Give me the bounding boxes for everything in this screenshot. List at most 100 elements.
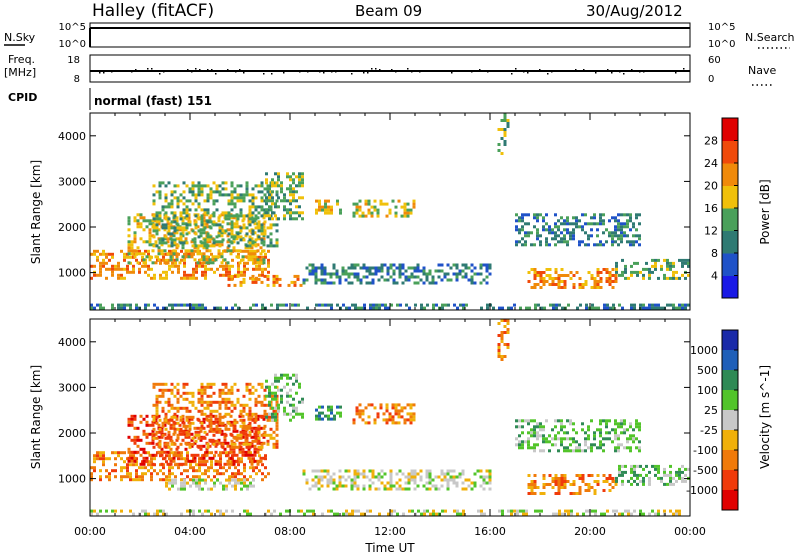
velocity-echo-cell	[323, 475, 327, 479]
velocity-echo-cell	[111, 509, 114, 513]
velocity-echo-cell	[231, 475, 234, 479]
power-echo-cell	[133, 255, 137, 259]
nave-dot	[291, 70, 293, 72]
velocity-echo-cell	[219, 451, 222, 455]
power-echo-cell	[623, 222, 626, 226]
power-echo-cell	[239, 283, 243, 287]
power-echo-cell	[206, 211, 210, 215]
power-echo-cell	[633, 261, 636, 265]
power-echo-cell	[111, 303, 114, 307]
velocity-echo-cell	[364, 421, 368, 425]
power-echo-cell	[139, 216, 143, 220]
x-axis-label: Time UT	[364, 541, 415, 554]
velocity-echo-cell	[274, 397, 277, 401]
power-echo-cell	[224, 211, 228, 215]
velocity-echo-cell	[286, 391, 289, 395]
velocity-echo-cell	[539, 449, 542, 453]
power-echo-cell	[365, 266, 369, 270]
power-echo-cell	[194, 244, 198, 248]
power-echo-cell	[338, 275, 342, 279]
velocity-echo-cell	[530, 489, 534, 492]
velocity-echo-cell	[530, 428, 533, 432]
power-echo-cell	[167, 244, 171, 248]
velocity-echo-cell	[585, 509, 588, 513]
power-echo-cell	[158, 190, 162, 194]
power-echo-cell	[154, 240, 158, 244]
power-echo-cell	[213, 270, 216, 274]
velocity-echo-cell	[327, 509, 330, 513]
velocity-echo-cell	[224, 385, 228, 389]
velocity-echo-cell	[392, 484, 396, 488]
power-echo-cell	[324, 303, 327, 307]
velocity-echo-cell	[247, 450, 251, 454]
velocity-echo-cell	[560, 477, 564, 480]
power-echo-cell	[371, 281, 375, 285]
velocity-echo-cell	[227, 406, 231, 410]
power-echo-cell	[635, 213, 638, 217]
power-echo-cell	[253, 231, 257, 235]
velocity-echo-cell	[298, 385, 301, 389]
velocity-echo-cell	[446, 478, 450, 482]
power-echo-cell	[183, 261, 186, 265]
power-echo-cell	[151, 219, 155, 223]
power-echo-cell	[378, 303, 381, 307]
velocity-echo-cell	[248, 424, 252, 428]
power-echo-cell	[425, 272, 429, 276]
power-echo-cell	[608, 274, 612, 277]
velocity-echo-cell	[358, 409, 362, 413]
velocity-echo-cell	[305, 481, 309, 485]
power-echo-cell	[341, 272, 345, 276]
velocity-echo-cell	[156, 472, 159, 476]
power-echo-cell	[193, 237, 197, 241]
velocity-echo-cell	[265, 379, 268, 383]
velocity-echo-cell	[218, 394, 222, 398]
power-echo-cell	[191, 238, 195, 242]
velocity-echo-cell	[135, 478, 138, 482]
power-echo-cell	[443, 272, 447, 276]
velocity-echo-cell	[423, 509, 426, 513]
power-echo-cell	[350, 266, 354, 270]
power-echo-cell	[455, 266, 459, 270]
velocity-echo-cell	[330, 417, 333, 421]
velocity-echo-cell	[168, 472, 171, 476]
power-echo-cell	[155, 232, 159, 236]
nave-dot	[527, 72, 529, 74]
velocity-echo-cell	[530, 486, 534, 489]
velocity-echo-cell	[394, 403, 398, 407]
power-echo-cell	[563, 237, 566, 241]
power-echo-cell	[620, 237, 623, 241]
power-echo-cell	[262, 261, 266, 265]
power-echo-cell	[548, 225, 551, 229]
velocity-echo-cell	[195, 475, 198, 479]
velocity-echo-cell	[204, 478, 207, 482]
power-echo-cell	[352, 202, 356, 206]
velocity-echo-cell	[339, 405, 342, 409]
power-echo-cell	[202, 219, 206, 223]
velocity-echo-cell	[219, 457, 222, 461]
power-echo-cell	[111, 252, 114, 256]
power-echo-cell	[254, 238, 258, 242]
velocity-echo-cell	[170, 415, 174, 419]
power-echo-cell	[257, 211, 261, 215]
velocity-colorbar-tick-label: 25	[704, 404, 718, 417]
power-echo-cell	[470, 275, 474, 279]
velocity-echo-cell	[152, 418, 156, 422]
power-echo-cell	[277, 217, 280, 221]
power-echo-cell	[152, 202, 156, 206]
velocity-echo-cell	[145, 414, 149, 418]
power-echo-cell	[274, 172, 277, 176]
velocity-echo-cell	[217, 438, 221, 442]
power-echo-cell	[332, 266, 336, 270]
velocity-echo-cell	[274, 376, 277, 380]
velocity-echo-cell	[180, 487, 183, 491]
velocity-echo-cell	[428, 487, 432, 491]
velocity-echo-cell	[202, 459, 206, 463]
power-echo-cell	[301, 184, 304, 188]
power-echo-cell	[543, 306, 546, 310]
power-echo-cell	[301, 175, 304, 179]
power-echo-cell	[224, 229, 228, 233]
power-echo-cell	[629, 240, 632, 244]
velocity-echo-cell	[614, 446, 617, 450]
power-echo-cell	[173, 241, 177, 245]
power-echo-cell	[515, 219, 518, 223]
